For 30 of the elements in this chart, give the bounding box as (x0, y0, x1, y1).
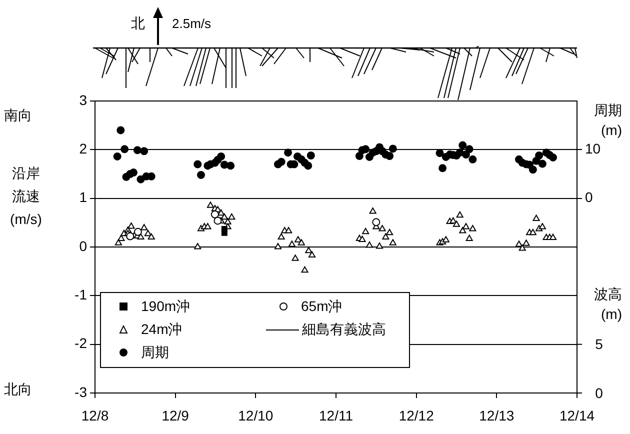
x-tick-label: 12/10 (238, 407, 274, 424)
legend-label: 65m沖 (301, 298, 342, 316)
legend-label: 細島有義波高 (302, 320, 386, 338)
y-tick-label: 1 (79, 189, 88, 206)
y-tick-label: 2 (79, 140, 88, 157)
y-tick-label: -3 (74, 384, 88, 400)
x-tick-label: 12/9 (162, 407, 190, 424)
y3-tick-label: 5 (594, 335, 604, 354)
text: 2.5m/s (172, 15, 212, 33)
text: 北向 (4, 380, 32, 399)
y3-axis-title: 波高(m) (593, 285, 622, 324)
y2-axis-title: 周期(m) (593, 101, 622, 140)
x-tick-label: 12/12 (398, 407, 434, 424)
legend-label: 24m沖 (141, 320, 182, 338)
legend-label: 周期 (141, 344, 169, 362)
x-tick-label: 12/13 (479, 407, 514, 424)
x-tick-label: 12/11 (319, 407, 354, 424)
y2-tick-label: 0 (585, 189, 593, 206)
y-axis-title: 沿岸流速(m/s) (9, 164, 43, 229)
y-tick-label: 0 (79, 238, 88, 254)
y-tick-label: -1 (74, 286, 88, 303)
text: 南向 (4, 106, 32, 125)
x-tick-label: 12/8 (81, 407, 109, 424)
x-tick-label: 12/14 (559, 407, 595, 424)
legend-label: 190m沖 (141, 298, 190, 316)
y3-tick-label: 0 (594, 384, 604, 402)
y-tick-label: 3 (79, 92, 88, 108)
y2-tick-label: 10 (585, 140, 601, 157)
y-tick-label: -2 (74, 335, 88, 352)
text: 北 (131, 14, 145, 33)
